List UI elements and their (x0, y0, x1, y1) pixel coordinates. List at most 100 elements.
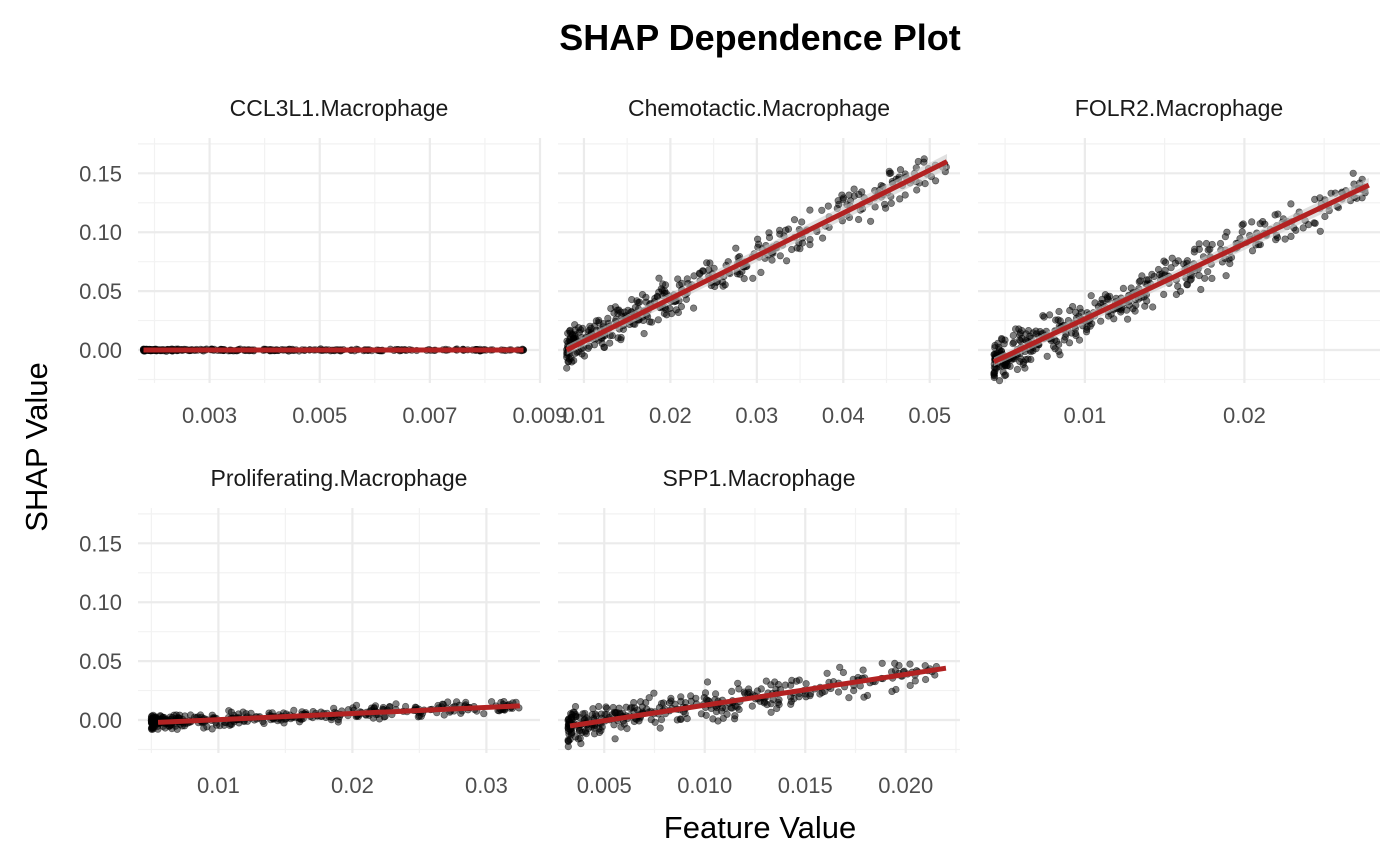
data-point (440, 711, 448, 719)
data-point (1202, 239, 1210, 248)
data-point (656, 724, 664, 732)
data-point (1123, 315, 1132, 323)
data-point (1316, 227, 1324, 235)
data-point (776, 252, 784, 260)
data-point (655, 274, 663, 282)
data-point (611, 735, 619, 743)
data-point (1141, 302, 1149, 310)
data-point (728, 687, 736, 696)
x-tick-label: 0.005 (577, 773, 632, 798)
data-point (602, 703, 610, 711)
data-point (1349, 169, 1357, 177)
data-point (1216, 239, 1225, 248)
data-point (645, 694, 653, 702)
data-point (859, 666, 867, 674)
data-point (774, 698, 782, 707)
data-point (334, 718, 342, 726)
data-point (689, 304, 698, 312)
data-point (834, 688, 843, 696)
data-point (787, 700, 795, 708)
data-point (1136, 277, 1144, 285)
data-point (606, 339, 614, 347)
data-point (866, 217, 875, 225)
data-point (589, 705, 597, 713)
data-point (657, 715, 666, 724)
y-tick-label: 0.05 (79, 279, 122, 304)
data-point (648, 318, 656, 326)
data-point (690, 272, 698, 280)
data-point (768, 256, 776, 264)
data-point (921, 662, 929, 670)
x-tick-label: 0.02 (1223, 403, 1266, 428)
data-point (1183, 280, 1191, 289)
data-point (749, 274, 757, 282)
x-tick-label: 0.005 (292, 403, 347, 428)
data-point (580, 352, 589, 360)
y-tick-label: 0.15 (79, 161, 122, 186)
data-point (671, 700, 679, 708)
data-point (176, 711, 184, 719)
y-axis-title: SHAP Value (19, 362, 54, 531)
data-point (1097, 317, 1105, 325)
data-point (1287, 200, 1295, 208)
data-point (850, 185, 858, 193)
data-point (1174, 257, 1182, 265)
data-point (782, 257, 791, 265)
data-point (1321, 212, 1329, 221)
data-point (650, 689, 658, 697)
data-point (563, 364, 571, 372)
data-point (577, 326, 585, 334)
x-tick-label: 0.01 (197, 773, 240, 798)
panel-proliferating-macrophage: Proliferating.Macrophage 0.00 0.05 0.10 0.15… (79, 465, 540, 798)
data-point (901, 191, 909, 199)
data-point (1221, 233, 1229, 241)
data-point (921, 675, 930, 684)
data-point (683, 275, 691, 283)
data-point (1016, 357, 1024, 366)
data-point (798, 218, 806, 226)
data-point (823, 669, 831, 677)
data-point (728, 704, 736, 712)
data-point (1066, 306, 1074, 315)
data-point (640, 330, 648, 338)
data-point (607, 304, 615, 313)
x-tick-label: 0.01 (1063, 403, 1106, 428)
x-tick-label: 0.020 (878, 773, 933, 798)
data-point (392, 700, 400, 708)
data-point (1197, 285, 1205, 294)
data-point (1299, 224, 1307, 232)
data-point (1248, 247, 1257, 255)
data-point (1168, 254, 1176, 262)
data-point (787, 681, 795, 689)
data-point (1222, 272, 1230, 280)
data-point (330, 704, 338, 712)
y-tick-label: 0.05 (79, 649, 122, 674)
data-point (740, 275, 748, 283)
data-point (1281, 235, 1289, 243)
data-point (1110, 315, 1118, 323)
data-point (200, 724, 208, 732)
data-point (887, 199, 895, 207)
panel-chemotactic-macrophage: Chemotactic.Macrophage 0.01 0.02 0.03 0.04 0.… (558, 95, 960, 428)
data-point (1082, 328, 1091, 336)
data-point (891, 659, 899, 668)
data-point (990, 369, 998, 378)
data-point (1009, 331, 1017, 340)
data-point (920, 155, 928, 163)
data-point (220, 721, 228, 729)
data-point (1271, 211, 1279, 219)
data-point (1208, 274, 1216, 283)
data-point (1148, 270, 1156, 279)
data-point (700, 693, 708, 702)
data-point (633, 297, 641, 305)
data-point (667, 310, 676, 318)
data-point (647, 716, 655, 724)
data-point (1101, 291, 1109, 299)
panel-strip-label: Chemotactic.Macrophage (628, 95, 890, 121)
data-point (568, 713, 576, 722)
data-point (676, 715, 685, 723)
data-point (173, 725, 181, 733)
data-point (818, 234, 827, 242)
data-point (1156, 271, 1164, 279)
data-point (896, 166, 905, 174)
